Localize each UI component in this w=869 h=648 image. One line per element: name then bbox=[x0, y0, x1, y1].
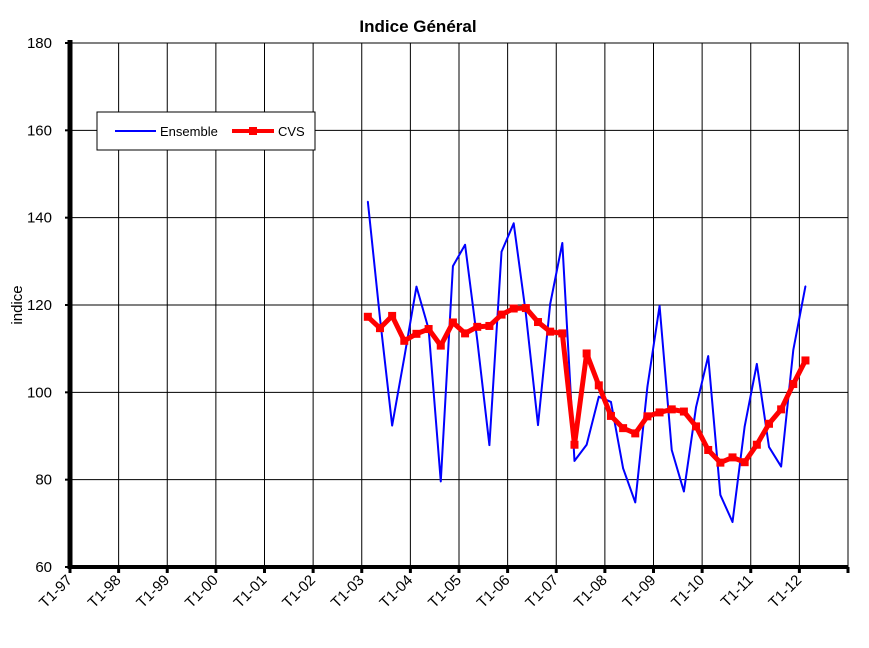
legend-label-ensemble: Ensemble bbox=[160, 124, 218, 139]
data-point-cvs bbox=[606, 411, 615, 420]
chart-title: Indice Général bbox=[359, 17, 476, 36]
data-point-ensemble bbox=[549, 303, 551, 305]
data-point-ensemble bbox=[476, 339, 479, 341]
data-point-ensemble bbox=[512, 222, 515, 225]
data-point-cvs bbox=[388, 311, 397, 320]
data-point-ensemble bbox=[403, 356, 406, 359]
data-point-ensemble bbox=[695, 406, 697, 408]
data-point-ensemble bbox=[415, 285, 418, 288]
data-point-ensemble bbox=[525, 312, 527, 315]
data-point-cvs bbox=[692, 422, 701, 431]
data-point-ensemble bbox=[367, 200, 369, 203]
data-point-cvs bbox=[497, 310, 506, 319]
data-point-ensemble bbox=[597, 395, 600, 398]
y-tick-label: 140 bbox=[27, 210, 52, 227]
data-point-ensemble bbox=[537, 424, 539, 426]
data-point-cvs bbox=[740, 458, 749, 467]
y-tick-label: 60 bbox=[35, 559, 52, 576]
data-point-ensemble bbox=[804, 285, 807, 288]
data-point-cvs bbox=[436, 341, 445, 350]
data-point-cvs bbox=[777, 405, 786, 414]
y-axis-label: indice bbox=[9, 285, 26, 324]
data-point-ensemble bbox=[646, 385, 649, 388]
data-point-cvs bbox=[424, 325, 433, 334]
data-point-ensemble bbox=[379, 317, 381, 319]
y-tick-label: 100 bbox=[27, 384, 52, 401]
data-point-cvs bbox=[631, 429, 640, 438]
data-point-cvs bbox=[619, 424, 628, 433]
data-point-ensemble bbox=[622, 467, 624, 470]
data-point-cvs bbox=[521, 304, 530, 313]
data-point-cvs bbox=[485, 321, 494, 330]
data-point-cvs bbox=[752, 440, 761, 449]
data-point-cvs bbox=[473, 322, 482, 331]
data-point-ensemble bbox=[452, 265, 454, 267]
data-point-ensemble bbox=[573, 460, 576, 462]
data-point-ensemble bbox=[743, 425, 746, 428]
data-point-cvs bbox=[363, 312, 372, 321]
data-point-ensemble bbox=[670, 449, 673, 451]
data-point-cvs bbox=[509, 304, 518, 313]
data-point-cvs bbox=[582, 349, 591, 358]
data-point-ensemble bbox=[634, 501, 637, 504]
data-point-ensemble bbox=[464, 243, 466, 246]
data-point-ensemble bbox=[561, 242, 564, 244]
data-point-cvs bbox=[716, 458, 725, 467]
legend-label-cvs: CVS bbox=[278, 124, 305, 139]
data-point-cvs bbox=[594, 381, 603, 390]
data-point-ensemble bbox=[780, 465, 782, 468]
data-point-ensemble bbox=[500, 250, 503, 253]
data-point-cvs bbox=[679, 407, 688, 416]
data-point-cvs bbox=[728, 453, 737, 462]
data-point-cvs bbox=[534, 318, 543, 327]
data-point-ensemble bbox=[756, 363, 758, 365]
series-group bbox=[363, 200, 810, 524]
data-point-ensemble bbox=[707, 355, 710, 357]
data-point-ensemble bbox=[610, 401, 612, 403]
data-point-cvs bbox=[570, 440, 579, 449]
data-point-cvs bbox=[643, 412, 652, 421]
data-point-cvs bbox=[764, 419, 773, 428]
data-point-ensemble bbox=[683, 490, 685, 493]
y-tick-label: 160 bbox=[27, 122, 52, 139]
data-point-ensemble bbox=[439, 480, 442, 483]
legend: Ensemble CVS bbox=[96, 111, 316, 151]
y-tick-label: 180 bbox=[27, 35, 52, 52]
data-point-ensemble bbox=[792, 349, 795, 351]
data-point-ensemble bbox=[768, 446, 770, 448]
data-point-cvs bbox=[461, 329, 470, 338]
data-point-cvs bbox=[558, 329, 567, 338]
data-point-ensemble bbox=[391, 424, 393, 427]
y-axis-ticks: 60 80 100 120 140 160 180 bbox=[27, 35, 70, 576]
y-tick-label: 80 bbox=[35, 472, 52, 489]
data-point-ensemble bbox=[731, 521, 734, 523]
data-point-cvs bbox=[801, 356, 810, 365]
data-point-cvs bbox=[400, 336, 409, 345]
data-point-cvs bbox=[667, 405, 676, 414]
y-tick-label: 120 bbox=[27, 297, 52, 314]
data-point-ensemble bbox=[658, 305, 661, 307]
data-point-ensemble bbox=[585, 443, 588, 446]
data-point-ensemble bbox=[719, 494, 722, 496]
data-point-cvs bbox=[704, 445, 713, 454]
data-point-ensemble bbox=[488, 444, 491, 446]
data-point-cvs bbox=[412, 329, 421, 338]
data-point-cvs bbox=[375, 324, 384, 333]
legend-marker-cvs bbox=[249, 127, 257, 135]
data-point-cvs bbox=[546, 327, 555, 336]
data-point-cvs bbox=[655, 408, 664, 417]
data-point-cvs bbox=[789, 380, 798, 389]
data-point-cvs bbox=[448, 318, 457, 327]
